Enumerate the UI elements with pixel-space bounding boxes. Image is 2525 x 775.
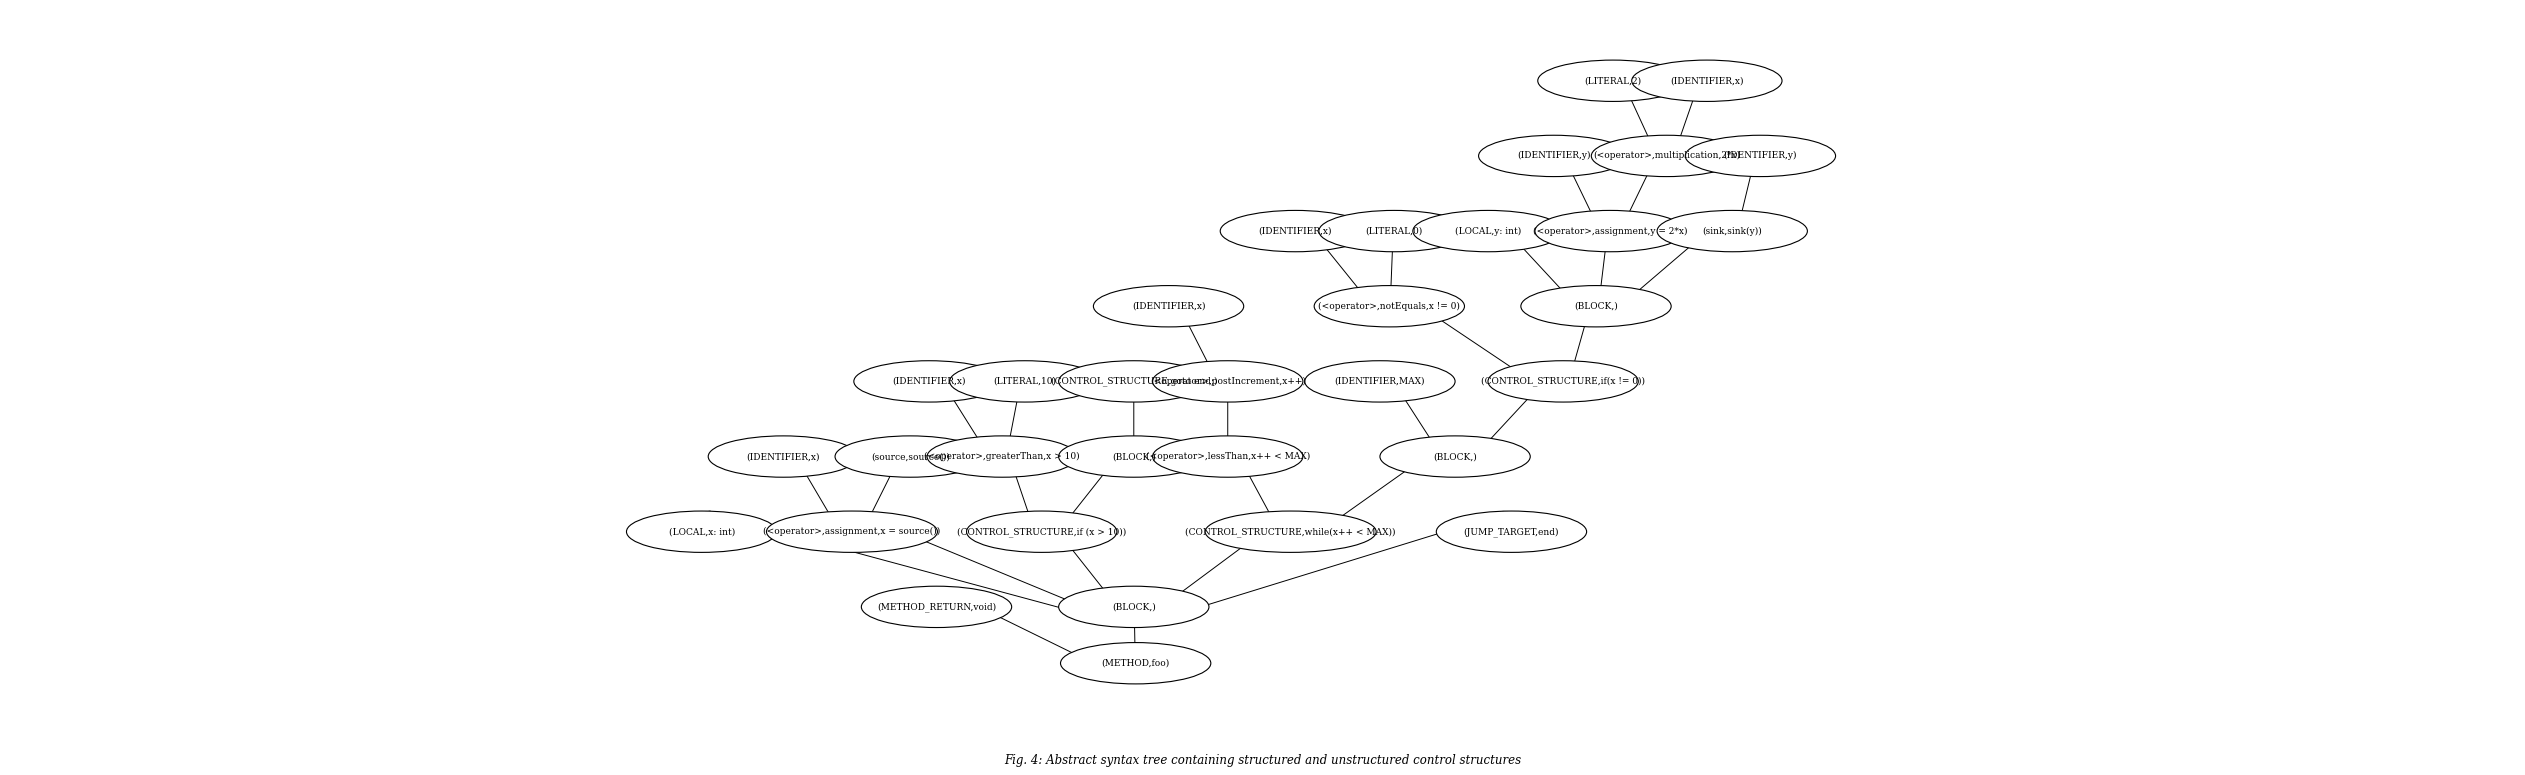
- Ellipse shape: [1058, 586, 1209, 628]
- Text: Fig. 4: Abstract syntax tree containing structured and unstructured control stru: Fig. 4: Abstract syntax tree containing …: [1005, 754, 1520, 767]
- Ellipse shape: [768, 511, 937, 553]
- Ellipse shape: [1313, 285, 1464, 327]
- Ellipse shape: [1305, 360, 1454, 402]
- Text: (IDENTIFIER,y): (IDENTIFIER,y): [1725, 151, 1798, 160]
- Text: (LOCAL,y: int): (LOCAL,y: int): [1454, 226, 1520, 236]
- Ellipse shape: [1437, 511, 1586, 553]
- Ellipse shape: [1151, 436, 1303, 477]
- Text: (CONTROL_STRUCTURE,if (x > 10)): (CONTROL_STRUCTURE,if (x > 10)): [957, 527, 1126, 536]
- Text: (LOCAL,x: int): (LOCAL,x: int): [669, 527, 735, 536]
- Text: (CONTROL_STRUCTURE,if(x != 0)): (CONTROL_STRUCTURE,if(x != 0)): [1482, 377, 1646, 386]
- Text: (<operator>,greaterThan,x > 10): (<operator>,greaterThan,x > 10): [924, 452, 1081, 461]
- Ellipse shape: [1381, 436, 1530, 477]
- Ellipse shape: [1480, 136, 1629, 177]
- Ellipse shape: [1318, 210, 1470, 252]
- Ellipse shape: [1204, 511, 1376, 553]
- Text: (CONTROL_STRUCTURE,while(x++ < MAX)): (CONTROL_STRUCTURE,while(x++ < MAX)): [1184, 527, 1396, 536]
- Text: (IDENTIFIER,x): (IDENTIFIER,x): [891, 377, 965, 386]
- Ellipse shape: [1060, 642, 1212, 684]
- Text: (BLOCK,): (BLOCK,): [1434, 452, 1477, 461]
- Ellipse shape: [626, 511, 778, 553]
- Ellipse shape: [1058, 360, 1209, 402]
- Ellipse shape: [853, 360, 1005, 402]
- Text: (LITERAL,0): (LITERAL,0): [1366, 226, 1422, 236]
- Ellipse shape: [1520, 285, 1672, 327]
- Text: (IDENTIFIER,x): (IDENTIFIER,x): [1669, 76, 1745, 85]
- Text: (sink,sink(y)): (sink,sink(y)): [1702, 226, 1762, 236]
- Ellipse shape: [1591, 136, 1742, 177]
- Text: (LITERAL,10): (LITERAL,10): [992, 377, 1055, 386]
- Ellipse shape: [1684, 136, 1836, 177]
- Text: (IDENTIFIER,y): (IDENTIFIER,y): [1518, 151, 1591, 160]
- Text: (LITERAL,2): (LITERAL,2): [1583, 76, 1641, 85]
- Ellipse shape: [949, 360, 1101, 402]
- Ellipse shape: [1058, 436, 1209, 477]
- Text: (<operator>,lessThan,x++ < MAX): (<operator>,lessThan,x++ < MAX): [1146, 452, 1310, 461]
- Text: (JUMP_TARGET,end): (JUMP_TARGET,end): [1464, 527, 1560, 536]
- Ellipse shape: [1414, 210, 1563, 252]
- Text: (<operator>,assignment,x = source()): (<operator>,assignment,x = source()): [763, 527, 942, 536]
- Text: (CONTROL_STRUCTURE,goto end;): (CONTROL_STRUCTURE,goto end;): [1050, 377, 1217, 386]
- Text: (<operator>,assignment,y = 2*x): (<operator>,assignment,y = 2*x): [1533, 226, 1687, 236]
- Text: (<operator>,postIncrement,x++): (<operator>,postIncrement,x++): [1149, 377, 1305, 386]
- Text: (<operator>,notEquals,x != 0): (<operator>,notEquals,x != 0): [1318, 301, 1459, 311]
- Ellipse shape: [1487, 360, 1639, 402]
- Ellipse shape: [967, 511, 1116, 553]
- Ellipse shape: [1220, 210, 1371, 252]
- Ellipse shape: [1631, 60, 1783, 102]
- Text: (IDENTIFIER,x): (IDENTIFIER,x): [747, 452, 821, 461]
- Text: (<operator>,multiplication,2*x): (<operator>,multiplication,2*x): [1593, 151, 1740, 160]
- Text: (BLOCK,): (BLOCK,): [1111, 452, 1156, 461]
- Ellipse shape: [927, 436, 1078, 477]
- Ellipse shape: [836, 436, 985, 477]
- Ellipse shape: [707, 436, 859, 477]
- Ellipse shape: [1538, 60, 1689, 102]
- Ellipse shape: [1093, 285, 1245, 327]
- Text: (BLOCK,): (BLOCK,): [1573, 301, 1619, 311]
- Text: (IDENTIFIER,MAX): (IDENTIFIER,MAX): [1336, 377, 1424, 386]
- Text: (METHOD_RETURN,void): (METHOD_RETURN,void): [876, 602, 995, 611]
- Ellipse shape: [861, 586, 1013, 628]
- Text: (IDENTIFIER,x): (IDENTIFIER,x): [1257, 226, 1333, 236]
- Text: (IDENTIFIER,x): (IDENTIFIER,x): [1131, 301, 1204, 311]
- Text: (BLOCK,): (BLOCK,): [1111, 602, 1156, 611]
- Text: (METHOD,foo): (METHOD,foo): [1101, 659, 1169, 668]
- Ellipse shape: [1535, 210, 1684, 252]
- Ellipse shape: [1151, 360, 1303, 402]
- Ellipse shape: [1656, 210, 1808, 252]
- Text: (source,source()): (source,source()): [871, 452, 949, 461]
